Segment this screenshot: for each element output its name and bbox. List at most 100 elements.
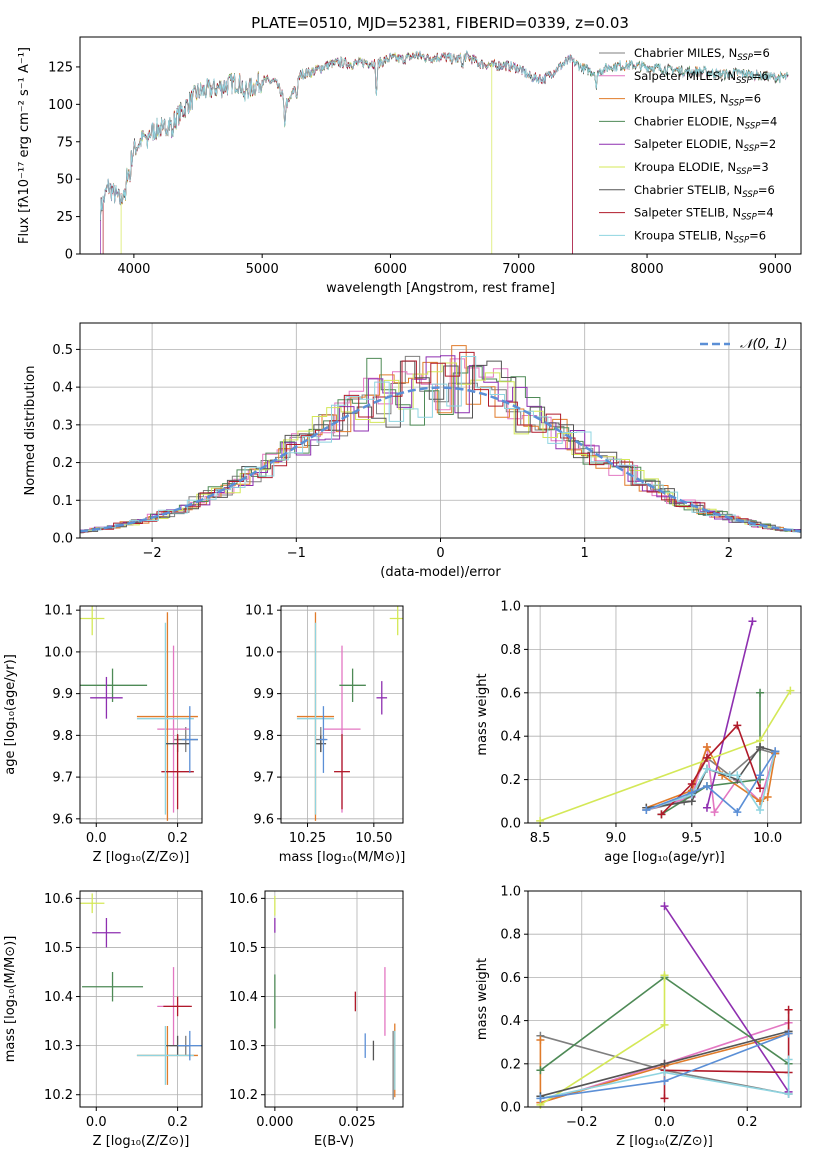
weight-series — [536, 902, 793, 1109]
x-tick-label: 10.50 — [355, 831, 392, 846]
x-tick-label: 0.2 — [167, 1115, 188, 1130]
weight-point-marker — [660, 1020, 669, 1029]
x-axis-label: age [log₁₀(age/yr)] — [604, 850, 725, 865]
normal-curve — [79, 386, 802, 533]
y-axis-label: Normed distribution — [23, 366, 38, 496]
weight-vs-age-panel: 8.5 9.0 9.5 10.0 0.0 0.2 0.4 0.6 0.8 1.0 age [log₁… — [475, 600, 802, 865]
axes-frame — [264, 890, 404, 1108]
y-tick-label: 0.0 — [500, 1101, 521, 1116]
legend-entry: Kroupa ELODIE, NSSP=3 — [634, 160, 769, 177]
legend-entry: Salpeter STELIB, NSSP=4 — [634, 206, 774, 223]
legend-entry: Salpeter MILES, NSSP=6 — [634, 69, 769, 86]
y-tick-label: 10.0 — [245, 645, 274, 660]
x-tick-label: 9.0 — [606, 831, 627, 846]
spectrum-series-line — [100, 49, 789, 221]
legend-entry: Chabrier ELODIE, NSSP=4 — [634, 114, 777, 131]
weight-point-marker — [784, 1090, 793, 1099]
y-tick-label: 75 — [56, 135, 73, 150]
x-tick-label: 0.000 — [256, 1115, 293, 1130]
y-tick-label: 0.4 — [500, 1014, 521, 1029]
x-tick-label: 9.5 — [681, 831, 702, 846]
axes-frame — [79, 605, 203, 824]
x-axis-label: Z [log₁₀(Z/Z⊙)] — [93, 1134, 190, 1149]
y-tick-label: 10.5 — [229, 941, 258, 956]
weight-point-marker — [702, 764, 711, 773]
y-tick-label: 9.8 — [52, 729, 73, 744]
y-tick-label: 10.4 — [229, 990, 258, 1005]
y-axis-label: mass weight — [475, 958, 490, 1040]
legend-entry: Chabrier MILES, NSSP=6 — [634, 46, 770, 63]
weight-point-marker — [536, 1036, 545, 1045]
spectrum-panel: 4000 5000 6000 7000 8000 9000 0 25 50 75 100 125 wav… — [17, 36, 802, 296]
spectrum-series-line — [120, 51, 493, 254]
y-tick-label: 9.7 — [52, 771, 73, 786]
y-axis-label: mass weight — [475, 673, 490, 755]
weight-point-marker — [784, 1029, 793, 1038]
legend-entry: Salpeter ELODIE, NSSP=2 — [634, 137, 776, 154]
y-tick-label: 10.4 — [44, 990, 73, 1005]
y-tick-label: 9.7 — [253, 771, 274, 786]
histogram-step-line — [80, 351, 801, 533]
spectrum-series-line — [102, 51, 573, 254]
weight-point-marker — [733, 808, 742, 817]
y-tick-label: 0.4 — [52, 381, 73, 396]
y-tick-label: 10.6 — [229, 892, 258, 907]
spectrum-lines — [100, 49, 789, 254]
weight-point-marker — [660, 902, 669, 911]
errorbar-points — [274, 895, 396, 1100]
weight-series-line — [663, 905, 790, 1093]
y-axis-label: mass [log₁₀(M/M⊙)] — [3, 936, 18, 1063]
x-tick-label: −0.2 — [566, 1115, 598, 1130]
y-tick-label: 0.8 — [500, 928, 521, 943]
axes-frame — [280, 605, 404, 824]
y-tick-label: 10.0 — [44, 645, 73, 660]
y-axis-label: age [log₁₀(age/yr)] — [3, 654, 18, 775]
mass-vs-reddening-panel: 0.000 0.025 10.2 10.3 10.4 10.5 10.6 E(B-V) — [229, 890, 404, 1149]
x-tick-label: 4000 — [117, 262, 150, 277]
y-tick-label: 0.4 — [500, 730, 521, 745]
weight-point-marker — [756, 743, 765, 752]
histogram-step-line — [80, 362, 801, 534]
x-tick-label: 0.025 — [338, 1115, 375, 1130]
weight-series-line — [663, 1009, 790, 1099]
legend-entry: Chabrier STELIB, NSSP=6 — [634, 183, 775, 200]
weight-point-marker — [702, 743, 711, 752]
y-tick-label: 0.1 — [52, 494, 73, 509]
y-tick-label: 0.8 — [500, 643, 521, 658]
y-tick-label: 9.8 — [253, 729, 274, 744]
figure-title: PLATE=0510, MJD=52381, FIBERID=0339, z=0… — [251, 14, 629, 32]
weight-point-marker — [642, 805, 651, 814]
y-tick-label: 1.0 — [500, 885, 521, 900]
errorbar-points — [80, 606, 198, 821]
y-tick-label: 25 — [56, 210, 73, 225]
axes-frame — [527, 890, 802, 1108]
y-tick-label: 0.0 — [500, 817, 521, 832]
weight-point-marker — [748, 617, 757, 626]
x-tick-label: 7000 — [502, 262, 535, 277]
weight-series-line — [646, 750, 776, 814]
weight-point-marker — [784, 1005, 793, 1014]
weight-point-marker — [756, 771, 765, 780]
x-tick-label: 1 — [581, 546, 589, 561]
weight-point-marker — [702, 753, 711, 762]
axes-frame — [79, 36, 802, 255]
y-tick-label: 0.2 — [500, 1057, 521, 1072]
axes-frame — [527, 605, 802, 824]
x-axis-label: E(B-V) — [314, 1134, 354, 1149]
weight-point-marker — [660, 1094, 669, 1103]
y-tick-label: 10.1 — [245, 604, 274, 619]
x-tick-label: 9000 — [759, 262, 792, 277]
x-tick-label: 6000 — [374, 262, 407, 277]
weight-point-marker — [702, 803, 711, 812]
age-vs-mass-panel: 10.25 10.50 9.6 9.7 9.8 9.9 10.0 10.1 mass [log₁… — [245, 604, 406, 865]
x-tick-label: −1 — [287, 546, 306, 561]
y-tick-label: 100 — [48, 98, 73, 113]
weight-point-marker — [536, 1066, 545, 1075]
weight-point-marker — [702, 782, 711, 791]
y-tick-label: 0.6 — [500, 971, 521, 986]
weight-point-marker — [733, 721, 742, 730]
x-axis-label: mass [log₁₀(M/M⊙)] — [279, 850, 406, 865]
axes-frame — [79, 890, 203, 1108]
y-tick-label: 0.3 — [52, 418, 73, 433]
